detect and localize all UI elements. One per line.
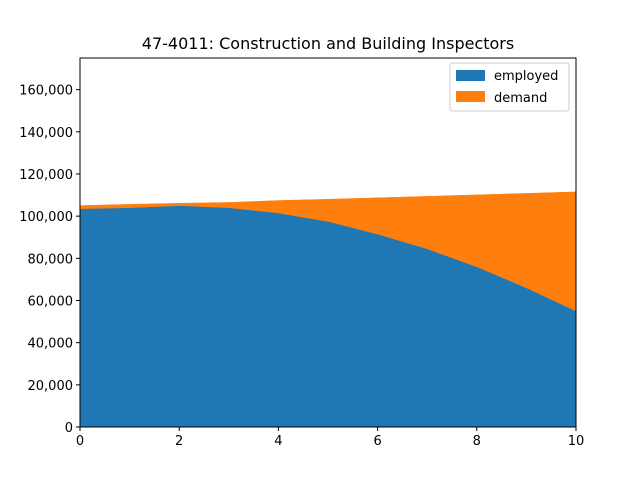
- y-tick-label: 60,000: [28, 294, 74, 309]
- y-axis: 0 20,000 40,000 60,000 80,000 100,000 120,000 1…: [19, 84, 80, 436]
- legend-label-demand: demand: [494, 91, 547, 106]
- y-tick-label: 20,000: [28, 379, 74, 394]
- axes-frame: [79, 57, 577, 428]
- x-tick-label: 8: [473, 434, 481, 449]
- x-tick-label: 4: [274, 434, 282, 449]
- area-series-group: [79, 191, 577, 428]
- legend-swatch-employed: [456, 70, 485, 81]
- x-tick-label: 0: [76, 434, 84, 449]
- y-tick-label: 100,000: [19, 210, 73, 225]
- y-tick-label: 40,000: [28, 337, 74, 352]
- legend: employed demand: [449, 62, 570, 112]
- legend-label-employed: employed: [494, 69, 558, 84]
- x-tick-label: 6: [373, 434, 381, 449]
- y-tick-label: 0: [65, 421, 73, 436]
- y-tick-label: 160,000: [19, 84, 73, 99]
- y-tick-label: 120,000: [19, 168, 73, 183]
- legend-swatch-demand: [456, 91, 485, 102]
- y-tick-label: 140,000: [19, 126, 73, 141]
- chart-title: 47-4011: Construction and Building Inspe…: [142, 34, 514, 53]
- y-tick-label: 80,000: [28, 252, 74, 267]
- x-tick-label: 10: [568, 434, 585, 449]
- x-axis: 0 2 4 6 8 10: [76, 427, 584, 449]
- x-tick-label: 2: [175, 434, 183, 449]
